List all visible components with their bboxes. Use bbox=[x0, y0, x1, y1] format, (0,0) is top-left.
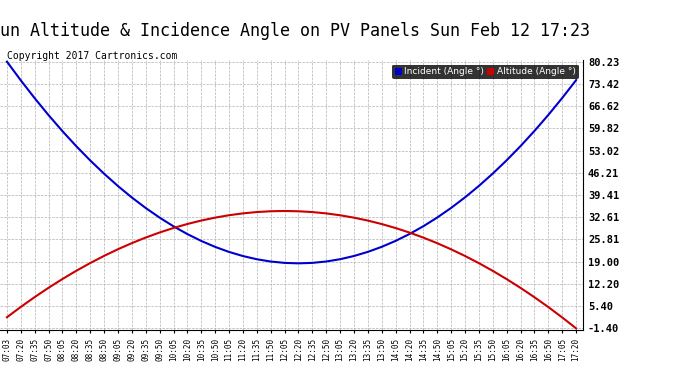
Legend: Incident (Angle °), Altitude (Angle °): Incident (Angle °), Altitude (Angle °) bbox=[392, 64, 578, 79]
Text: Sun Altitude & Incidence Angle on PV Panels Sun Feb 12 17:23: Sun Altitude & Incidence Angle on PV Pan… bbox=[0, 22, 590, 40]
Text: Copyright 2017 Cartronics.com: Copyright 2017 Cartronics.com bbox=[7, 51, 177, 61]
